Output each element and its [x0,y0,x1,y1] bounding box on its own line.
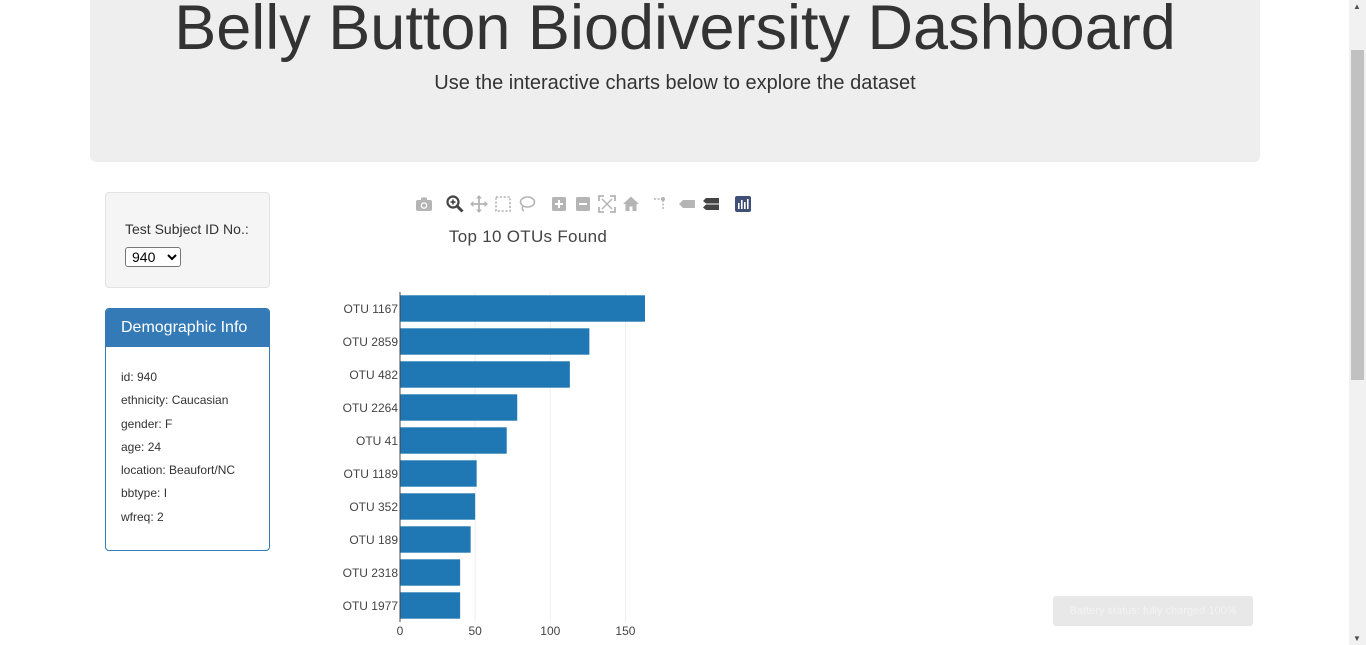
y-tick-label: OTU 352 [349,500,398,514]
y-tick-label: OTU 2859 [343,335,399,349]
pan-icon[interactable] [469,194,489,214]
demographic-panel-heading: Demographic Info [106,309,269,347]
demographic-row: age: 24 [121,439,162,454]
bar[interactable] [400,295,645,322]
y-tick-label: OTU 1167 [344,302,399,316]
hover-compare-icon[interactable] [701,194,721,214]
autoscale-icon[interactable] [597,194,617,214]
page-title: Belly Button Biodiversity Dashboard [174,0,1176,63]
bar[interactable] [400,427,507,454]
demographic-row: ethnicity: Caucasian [121,393,229,408]
x-tick-label: 50 [468,624,482,638]
subject-selector-label: Test Subject ID No.: [125,221,249,237]
x-tick-label: 0 [397,624,404,638]
demographic-row: id: 940 [121,370,158,384]
y-tick-label: OTU 189 [349,533,398,547]
bar[interactable] [400,394,518,421]
bar[interactable] [400,592,461,619]
lasso-icon[interactable] [517,194,537,214]
bar[interactable] [400,493,476,520]
y-tick-label: OTU 482 [349,368,398,382]
demographic-row: gender: F [121,416,173,431]
scroll-down-icon[interactable]: ▼ [1353,634,1361,643]
bar[interactable] [400,361,570,388]
bar[interactable] [400,328,590,355]
zoom-icon[interactable] [445,194,465,214]
demographic-panel: Demographic Info id: 940 ethnicity: Cauc… [105,308,270,551]
zoom-out-icon[interactable] [573,194,593,214]
camera-icon[interactable] [414,194,434,214]
spike-lines-icon[interactable] [651,194,671,214]
x-tick-label: 150 [615,624,635,638]
demographic-row: wfreq: 2 [121,509,164,524]
bar[interactable] [400,460,477,487]
y-tick-label: OTU 2318 [343,566,399,580]
page-scrollbar[interactable]: ▲ ▼ [1349,0,1366,645]
subject-selector-well: Test Subject ID No.: 940 [105,192,270,288]
demographic-row: bbtype: I [121,486,168,501]
y-tick-label: OTU 41 [356,434,398,448]
page-subtitle: Use the interactive charts below to expl… [434,72,916,94]
bar[interactable] [400,526,471,553]
scroll-thumb[interactable] [1351,50,1364,380]
battery-toast: Battery status: fully charged 100% [1053,596,1253,626]
header-jumbotron: Belly Button Biodiversity Dashboard Use … [90,0,1260,162]
subject-id-select[interactable]: 940 [125,247,181,267]
x-tick-label: 100 [540,624,560,638]
demographic-panel-body: id: 940 ethnicity: Caucasian gender: F a… [106,347,269,532]
hover-closest-icon[interactable] [677,194,697,214]
plotly-logo-icon[interactable] [733,194,753,214]
reset-axes-icon[interactable] [621,194,641,214]
y-tick-label: OTU 1189 [344,467,399,481]
zoom-in-icon[interactable] [549,194,569,214]
box-select-icon[interactable] [493,194,513,214]
demographic-row: location: Beaufort/NC [121,463,236,478]
y-tick-label: OTU 2264 [343,401,399,415]
y-tick-label: OTU 1977 [343,599,399,613]
bar[interactable] [400,559,461,586]
scroll-up-icon[interactable]: ▲ [1353,2,1361,11]
chart-title: Top 10 OTUs Found [449,227,607,246]
